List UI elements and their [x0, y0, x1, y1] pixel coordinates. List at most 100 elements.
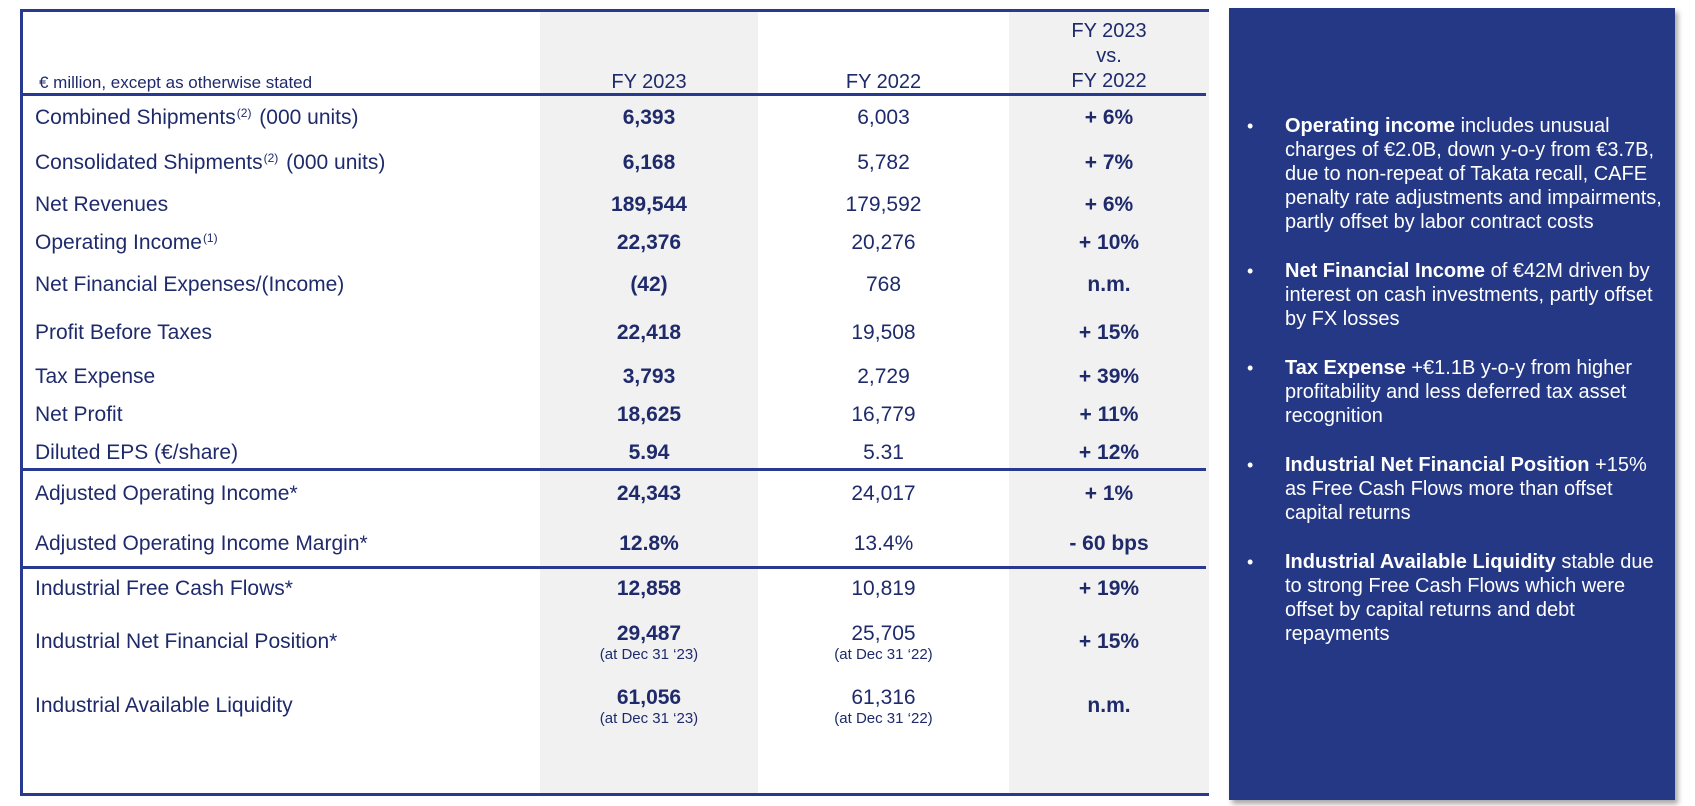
change-value: n.m.	[1087, 694, 1131, 717]
fy2022-value: 61,316	[851, 685, 916, 709]
financial-results-table: € million, except as otherwise stated FY…	[20, 9, 1209, 796]
fy2023-value: 22,418	[616, 321, 682, 344]
fy2022-value: 19,508	[851, 321, 916, 344]
change-value-cell: + 19%	[1009, 569, 1209, 609]
fy2023-value-cell: (42)	[540, 265, 758, 305]
table-row: Operating Income(1) 22,376 20,276 + 10%	[23, 223, 1206, 263]
fy2022-value: 10,819	[851, 577, 916, 600]
fy2023-value: 5.94	[628, 441, 670, 464]
fy2022-value-cell: 13.4%	[758, 524, 1009, 564]
as-of-note: (at Dec 31 ‘22)	[834, 709, 933, 727]
change-value: + 39%	[1078, 365, 1140, 388]
fy2023-value-cell: 24,343	[540, 474, 758, 514]
fy2022-value: 25,705	[851, 621, 916, 645]
row-label-text: Profit Before Taxes	[35, 321, 213, 344]
change-value-cell: n.m.	[1009, 265, 1209, 305]
commentary-list: • Operating income includes unusual charg…	[1247, 114, 1662, 671]
fy2022-value-cell: 5,782	[758, 143, 1009, 183]
row-label: Industrial Free Cash Flows*	[35, 569, 535, 609]
fy2023-value: 12,858	[616, 577, 682, 600]
commentary-text: of €42M driven by interest on cash inves…	[1285, 260, 1653, 330]
commentary-heading: Net Financial Income	[1285, 260, 1486, 282]
fy2022-value-cell: 24,017	[758, 474, 1009, 514]
row-label: Adjusted Operating Income Margin*	[35, 524, 535, 564]
header-fy2022: FY 2022	[845, 71, 922, 93]
commentary-text: stable due to strong Free Cash Flows whi…	[1285, 551, 1654, 645]
footnote-marker: (2)	[236, 106, 252, 120]
fy2023-value-cell: 3,793	[540, 357, 758, 397]
commentary-item: • Tax Expense +€1.1B y-o-y from higher pr…	[1247, 356, 1662, 428]
bullet-icon: •	[1247, 455, 1254, 475]
change-value: - 60 bps	[1069, 532, 1149, 555]
row-label-text: Industrial Net Financial Position*	[35, 630, 338, 653]
fy2023-value: 6,168	[622, 151, 676, 174]
table-row: Net Revenues 189,544 179,592 + 6%	[23, 185, 1206, 225]
fy2022-value-cell: 61,316 (at Dec 31 ‘22)	[758, 681, 1009, 731]
row-label: Combined Shipments(2) (000 units)	[35, 98, 535, 138]
fy2023-value-cell: 12,858	[540, 569, 758, 609]
change-value-cell: n.m.	[1009, 681, 1209, 731]
table-row: Industrial Net Financial Position* 29,487…	[23, 617, 1206, 667]
row-label-text: Adjusted Operating Income Margin*	[35, 532, 368, 555]
fy2023-value: (42)	[630, 273, 668, 296]
bullet-icon: •	[1247, 552, 1254, 572]
row-label: Operating Income(1)	[35, 223, 535, 263]
row-label-text: Net Revenues	[35, 193, 169, 216]
row-label: Net Financial Expenses/(Income)	[35, 265, 535, 305]
change-value: + 15%	[1078, 321, 1140, 344]
table-row: Profit Before Taxes 22,418 19,508 + 15%	[23, 313, 1206, 353]
fy2022-value-cell: 768	[758, 265, 1009, 305]
change-value: + 11%	[1079, 403, 1139, 426]
as-of-note: (at Dec 31 ‘22)	[834, 645, 933, 663]
fy2023-value: 3,793	[622, 365, 676, 388]
change-value: n.m.	[1087, 273, 1131, 296]
fy2023-value-cell: 61,056 (at Dec 31 ‘23)	[540, 681, 758, 731]
row-label: Consolidated Shipments(2) (000 units)	[35, 143, 535, 183]
row-label: Industrial Available Liquidity	[35, 681, 535, 731]
change-value-cell: + 15%	[1009, 313, 1209, 353]
header-change-line: vs.	[1096, 45, 1122, 67]
row-label-text: Net Financial Expenses/(Income)	[35, 273, 345, 296]
change-value-cell: + 12%	[1009, 433, 1209, 473]
change-value: + 15%	[1078, 630, 1140, 653]
commentary-text: +15% as Free Cash Flows more than offset…	[1285, 454, 1647, 524]
change-value-cell: + 39%	[1009, 357, 1209, 397]
bullet-icon: •	[1247, 261, 1254, 281]
commentary-heading: Industrial Available Liquidity	[1285, 551, 1556, 573]
row-label: Profit Before Taxes	[35, 313, 535, 353]
change-value-cell: + 7%	[1009, 143, 1209, 183]
fy2022-value-cell: 2,729	[758, 357, 1009, 397]
change-value-cell: + 10%	[1009, 223, 1209, 263]
section-divider	[23, 468, 1206, 471]
row-label: Industrial Net Financial Position*	[35, 617, 535, 667]
row-label-text: Industrial Available Liquidity	[35, 694, 293, 717]
footnote-marker: (2)	[263, 151, 279, 165]
commentary-item: • Industrial Net Financial Position +15% …	[1247, 453, 1662, 525]
change-value-cell: + 6%	[1009, 98, 1209, 138]
as-of-note: (at Dec 31 ‘23)	[599, 645, 699, 663]
row-label: Net Revenues	[35, 185, 535, 225]
row-label: Diluted EPS (€/share)	[35, 433, 535, 473]
row-label: Net Profit	[35, 395, 535, 435]
row-label: Adjusted Operating Income*	[35, 474, 535, 514]
table-row: Net Profit 18,625 16,779 + 11%	[23, 395, 1206, 435]
fy2022-value: 5,782	[857, 151, 910, 174]
fy2023-value-cell: 5.94	[540, 433, 758, 473]
fy2023-value-cell: 6,168	[540, 143, 758, 183]
as-of-note: (at Dec 31 ‘23)	[599, 709, 699, 727]
fy2023-value: 22,376	[616, 231, 682, 254]
row-label-text: Diluted EPS (€/share)	[35, 441, 239, 464]
change-value: + 12%	[1078, 441, 1140, 464]
fy2023-value-cell: 22,418	[540, 313, 758, 353]
fy2023-value: 6,393	[622, 106, 676, 129]
header-fy2023: FY 2023	[611, 71, 687, 93]
fy2022-value: 6,003	[857, 106, 910, 129]
table-row: Consolidated Shipments(2) (000 units) 6,1…	[23, 143, 1206, 183]
header-change-line: FY 2023	[1071, 20, 1147, 42]
footnote-marker: (1)	[202, 231, 218, 245]
table-row: Adjusted Operating Income Margin* 12.8% 13…	[23, 524, 1206, 564]
table-row: Industrial Free Cash Flows* 12,858 10,819 +…	[23, 569, 1206, 609]
row-label-suffix: (000 units)	[280, 151, 386, 174]
row-label-text: Consolidated Shipments	[35, 151, 263, 174]
section-divider	[23, 566, 1206, 569]
